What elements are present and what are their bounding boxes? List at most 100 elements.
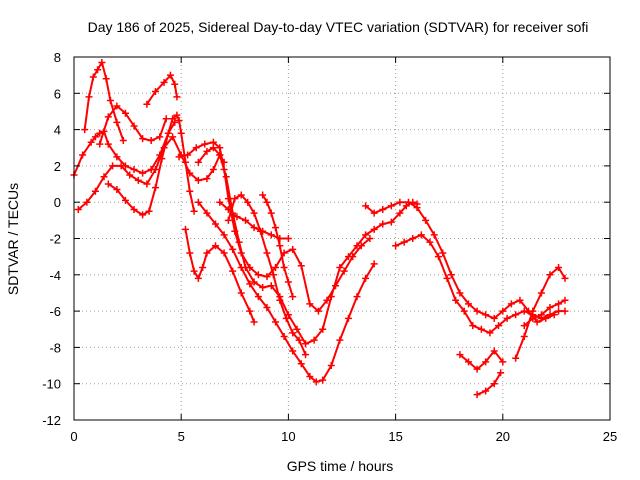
data-point-marker: [244, 198, 252, 206]
data-point-marker: [254, 293, 262, 301]
data-point-marker: [447, 271, 455, 279]
data-point-marker: [121, 109, 129, 117]
series-satellite-track-9: [181, 225, 258, 326]
data-point-marker: [164, 129, 172, 137]
series-satellite-track-8: [194, 144, 421, 348]
data-point-marker: [216, 198, 224, 206]
data-point-marker: [473, 307, 481, 315]
series-satellite-track-6: [104, 118, 179, 219]
data-point-marker: [134, 176, 142, 184]
data-point-marker: [171, 118, 179, 126]
series-satellite-track-3: [96, 102, 170, 148]
data-point-marker: [171, 80, 179, 88]
data-point-marker: [212, 220, 220, 228]
data-point-marker: [267, 282, 275, 290]
data-point-marker: [83, 198, 91, 206]
data-point-marker: [130, 205, 138, 213]
data-point-marker: [284, 278, 292, 286]
data-point-marker: [366, 235, 374, 242]
series-line: [459, 350, 504, 371]
data-point-marker: [464, 300, 472, 308]
data-point-marker: [387, 202, 395, 210]
data-point-marker: [486, 329, 494, 337]
data-point-marker: [246, 280, 254, 288]
data-point-marker: [434, 253, 442, 261]
data-point-marker: [529, 314, 537, 322]
data-point-marker: [216, 144, 224, 152]
data-point-marker: [516, 296, 524, 304]
data-point-marker: [520, 307, 528, 315]
data-point-marker: [190, 207, 198, 215]
data-point-marker: [362, 274, 370, 282]
data-point-marker: [267, 209, 275, 217]
data-point-marker: [229, 267, 237, 275]
data-point-marker: [520, 322, 528, 330]
data-point-marker: [231, 195, 239, 203]
data-point-marker: [113, 153, 121, 161]
series-line: [476, 372, 502, 396]
y-tick-label: -4: [49, 268, 61, 283]
data-point-marker: [102, 75, 110, 83]
y-tick-label: -2: [49, 232, 61, 247]
data-point-marker: [106, 97, 114, 105]
data-point-marker: [336, 336, 344, 344]
data-point-marker: [482, 358, 490, 366]
data-point-marker: [430, 231, 438, 239]
data-point-marker: [402, 202, 410, 210]
data-point-marker: [186, 249, 194, 257]
data-point-marker: [546, 271, 554, 279]
data-point-marker: [319, 325, 327, 333]
data-point-marker: [263, 273, 271, 281]
series-satellite-track-16: [456, 347, 507, 373]
data-point-marker: [269, 271, 277, 279]
data-point-marker: [263, 198, 271, 206]
data-point-marker: [370, 209, 378, 217]
series-satellite-track-12: [224, 191, 310, 359]
data-point-marker: [344, 314, 352, 322]
data-point-marker: [353, 242, 361, 250]
data-point-marker: [145, 207, 153, 215]
data-point-marker: [139, 135, 147, 143]
data-point-marker: [456, 351, 464, 359]
data-point-marker: [233, 213, 241, 221]
data-point-marker: [104, 113, 112, 121]
data-point-marker: [469, 322, 477, 330]
data-point-marker: [113, 118, 121, 126]
data-point-marker: [117, 162, 125, 170]
data-point-marker: [250, 318, 258, 326]
data-point-marker: [520, 333, 528, 341]
series-satellite-track-2: [81, 58, 127, 144]
data-point-marker: [220, 249, 228, 257]
x-tick-label: 25: [603, 429, 617, 444]
data-point-marker: [497, 369, 505, 377]
data-point-marker: [460, 307, 468, 315]
x-tick-label: 15: [388, 429, 402, 444]
data-point-marker: [344, 253, 352, 261]
data-point-marker: [413, 204, 421, 212]
data-point-marker: [482, 311, 490, 319]
data-point-marker: [314, 307, 322, 315]
data-point-marker: [555, 307, 563, 315]
data-point-marker: [533, 318, 541, 326]
data-point-marker: [336, 264, 344, 272]
y-tick-label: -6: [49, 304, 61, 319]
data-point-marker: [194, 274, 202, 282]
data-point-marker: [220, 231, 228, 239]
data-point-marker: [162, 115, 170, 123]
data-point-marker: [396, 209, 404, 217]
data-point-marker: [302, 340, 310, 348]
data-point-marker: [561, 274, 569, 282]
data-point-marker: [113, 102, 121, 110]
data-point-marker: [130, 166, 138, 174]
data-point-marker: [91, 187, 99, 195]
chart-title: Day 186 of 2025, Sidereal Day-to-day VTE…: [88, 19, 589, 35]
data-point-marker: [490, 380, 498, 388]
data-point-marker: [104, 140, 112, 148]
y-tick-label: -10: [42, 377, 61, 392]
series-satellite-track-4: [143, 71, 181, 108]
y-tick-label: 6: [54, 86, 61, 101]
y-tick-labels: -12 -10 -8 -6 -4 -2 0 2 4 6 8: [42, 50, 61, 428]
data-point-marker: [177, 129, 185, 137]
data-point-marker: [284, 235, 292, 242]
